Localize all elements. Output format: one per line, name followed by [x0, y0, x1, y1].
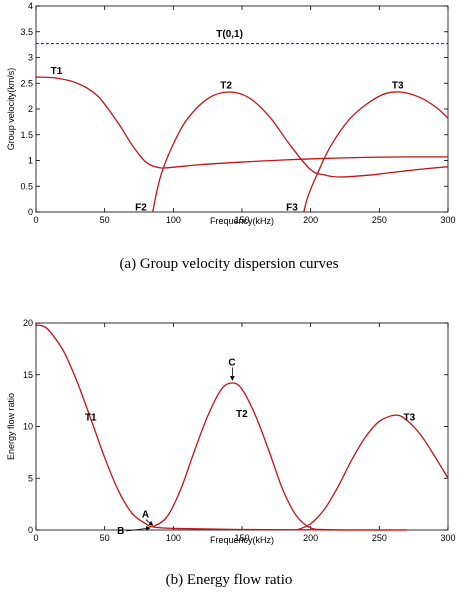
- annotation-b: B: [117, 526, 124, 537]
- figure-caption: (a) Group velocity dispersion curves: [119, 256, 338, 272]
- y-tick-label: 2: [28, 104, 33, 114]
- x-tick-label: 50: [100, 215, 110, 225]
- annotation-t1: T1: [85, 412, 97, 423]
- y-tick-label: 3.5: [20, 27, 33, 37]
- y-tick-label: 0: [28, 207, 33, 217]
- annotation-t1: T1: [51, 66, 63, 77]
- figure-caption: (b) Energy flow ratio: [166, 572, 293, 588]
- annotation-t3: T3: [392, 80, 404, 91]
- series-line-t1: [35, 324, 407, 531]
- y-tick-label: 15: [23, 370, 33, 380]
- y-tick-label: 4: [28, 1, 33, 11]
- x-tick-label: 0: [33, 533, 38, 543]
- series-line-t2: [152, 382, 407, 531]
- plot-frame: [35, 322, 449, 531]
- annotation-t-0-1: T(0,1): [216, 29, 243, 40]
- x-tick-label: 200: [303, 533, 318, 543]
- y-tick-label: 5: [28, 473, 33, 483]
- x-tick-label: 300: [440, 533, 455, 543]
- chart-panel-a: 0 50 100 150 200 250 300 0 0.5 1 1.5 2 2.5 3 3.5 4 Frequ…: [6, 1, 456, 272]
- x-tick-label: 100: [166, 215, 181, 225]
- x-axis-label: Frequency(kHz): [210, 216, 274, 226]
- x-tick-label: 100: [166, 533, 181, 543]
- annotation-t3: T3: [404, 412, 416, 423]
- annotation-t2: T2: [236, 409, 248, 420]
- y-tick-label: 2.5: [20, 78, 33, 88]
- x-axis-label: Frequency(kHz): [210, 535, 274, 545]
- annotation-arrow: [145, 519, 154, 526]
- series-line-t2: [152, 91, 449, 213]
- y-tick-label: 3: [28, 53, 33, 63]
- x-tick-label: 0: [33, 215, 38, 225]
- x-tick-label: 300: [440, 215, 455, 225]
- x-tick-label: 200: [303, 215, 318, 225]
- annotation-f2: F2: [135, 202, 147, 213]
- annotation-f3: F3: [286, 202, 298, 213]
- y-tick-label: 1: [28, 156, 33, 166]
- series-line-t1: [35, 76, 449, 169]
- x-tick-label: 250: [372, 533, 387, 543]
- x-tick-label: 150: [234, 215, 249, 225]
- y-tick-label: 1.5: [20, 130, 33, 140]
- annotation-c: C: [228, 357, 235, 368]
- y-tick-label: 0.5: [20, 181, 33, 191]
- annotation-arrow: [126, 526, 151, 532]
- series-line-t3: [296, 414, 449, 531]
- y-tick-label: 10: [23, 422, 33, 432]
- series-line-t3: [303, 91, 449, 213]
- x-tick-label: 250: [372, 215, 387, 225]
- y-axis-label: Group velocity(km/s): [6, 68, 16, 151]
- y-tick-label: 20: [23, 318, 33, 328]
- chart-panel-b: 0 50 100 150 200 250 300 0 5 10 15 20 Frequency(kHz)…: [6, 318, 456, 588]
- x-tick-label: 50: [100, 533, 110, 543]
- annotation-a: A: [142, 510, 149, 521]
- y-axis-label: Energy flow ratio: [6, 393, 16, 460]
- y-tick-label: 0: [28, 525, 33, 535]
- annotation-t2: T2: [220, 80, 232, 91]
- x-tick-label: 150: [234, 533, 249, 543]
